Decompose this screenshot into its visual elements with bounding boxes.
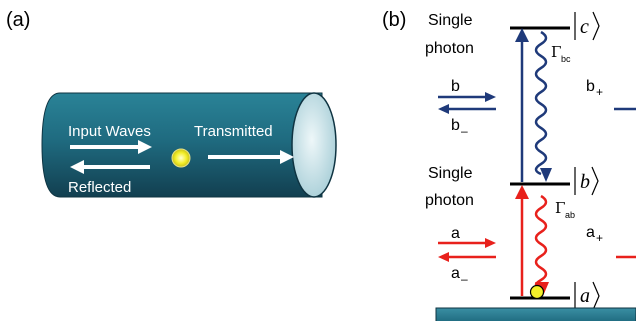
waveguide-tube — [41, 92, 337, 198]
gamma-bc-subscript: bc — [561, 54, 571, 64]
ket-b: b — [574, 166, 599, 196]
tube-opening — [291, 92, 337, 198]
panel-b-label: (b) — [382, 9, 406, 31]
a-mode-label: a — [451, 225, 460, 242]
transmitted-label: Transmitted — [194, 123, 273, 140]
upper-decay-wave — [534, 30, 552, 182]
a-reflected-arrow — [438, 252, 496, 262]
upper-photon-line1: Single — [428, 12, 473, 29]
waveguide-strip — [435, 307, 636, 321]
b-mode-label: b — [451, 78, 460, 95]
upper-excitation-arrow — [515, 28, 529, 182]
reflected-arrow — [70, 160, 150, 174]
a-incoming-arrow — [438, 238, 496, 248]
ket-a: a — [574, 281, 600, 311]
b-plus-sub: + — [596, 85, 603, 99]
b-reflected-arrow — [438, 104, 496, 114]
atom-ground-state — [529, 284, 545, 300]
b-plus-base: b — [586, 78, 595, 95]
gamma-ab-subscript: ab — [565, 210, 575, 220]
upper-photon-line2: photon — [425, 40, 474, 57]
lower-photon-line2: photon — [425, 192, 474, 209]
ket-c: c — [574, 11, 600, 41]
panel-a-label: (a) — [6, 9, 30, 31]
ket-a-symbol: a — [580, 285, 590, 307]
ket-c-symbol: c — [580, 16, 589, 38]
b-minus-base: b — [451, 117, 460, 134]
input-arrow — [70, 140, 152, 154]
a-plus-base: a — [586, 224, 595, 241]
atom-in-waveguide — [171, 148, 191, 168]
a-minus-base: a — [451, 265, 460, 282]
lower-decay-wave — [534, 194, 549, 296]
input-waves-label: Input Waves — [68, 123, 151, 140]
gamma-ab-symbol: Γ — [555, 199, 565, 217]
transmitted-arrow — [208, 150, 294, 164]
reflected-label: Reflected — [68, 179, 131, 196]
gamma-bc-symbol: Γ — [551, 43, 561, 61]
ket-b-symbol: b — [580, 171, 590, 193]
b-minus-sub: – — [461, 124, 468, 138]
a-plus-sub: + — [596, 231, 603, 245]
b-incoming-arrow — [438, 92, 496, 102]
lower-photon-line1: Single — [428, 165, 473, 182]
a-minus-sub: – — [461, 272, 468, 286]
lower-excitation-arrow — [515, 185, 529, 296]
